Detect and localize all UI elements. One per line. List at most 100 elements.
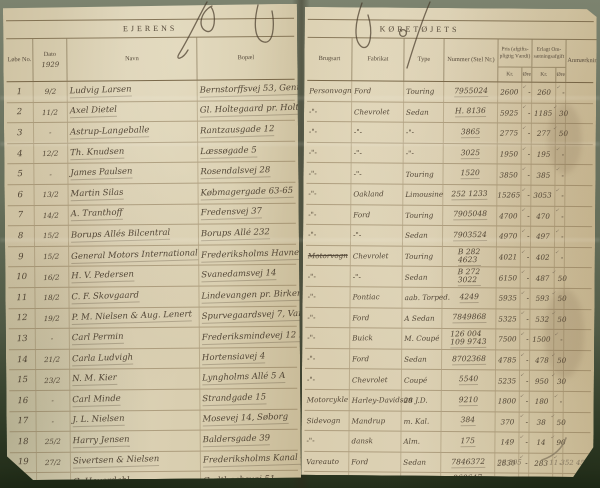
- cell-pris-kr-text: 3850: [499, 170, 519, 180]
- cell-navn: James Paulsen: [67, 163, 197, 184]
- cell-navn: Martin Silas: [67, 184, 197, 205]
- cell-type-text: Alm.: [403, 436, 421, 447]
- audit-tick: ✓: [521, 166, 528, 174]
- cell-bopael-text: Lyngholms Allé 5 A: [202, 371, 286, 384]
- cell-dato: 2/3: [36, 473, 70, 488]
- cell-navn-text: Ludvig Larsen: [69, 84, 132, 97]
- cell-type: Sedan: [402, 267, 442, 287]
- cell-afgift-ore: ✓ -: [554, 227, 564, 247]
- cell-pris-kr-text: 1800: [498, 396, 517, 406]
- cell-anmaerkning: [562, 433, 590, 453]
- cell-lobe-no: 14: [9, 350, 35, 370]
- cell-pris-kr-text: 2775: [500, 128, 519, 139]
- cell-pris-kr-text: 4785: [498, 355, 517, 365]
- cell-pris-kr-text: 6150: [499, 272, 518, 283]
- cell-dato: 14/2: [34, 205, 68, 225]
- col-header-anmaerkning: Anmærkning: [565, 40, 600, 82]
- cell-fabrikat: Harley-Davidson: [349, 390, 401, 410]
- cell-type: 88. Sport: [400, 473, 440, 488]
- table-row: 1 9/2 Ludvig Larsen Bernstorffsvej 53, Gent…: [7, 80, 295, 103]
- audit-tick: ✓: [555, 207, 561, 215]
- cell-anmaerkning: [564, 248, 592, 268]
- cell-navn-text: Carl Minde: [72, 393, 121, 405]
- cell-type-text: Coupé: [403, 375, 428, 385]
- cell-type-text: Sedan: [403, 457, 427, 467]
- cell-pris-ore-text: -: [527, 232, 530, 242]
- table-row: 4 12/2 Th. Knudsen Læssøgade 5: [7, 142, 295, 165]
- cell-pris-ore: ✓ -: [521, 103, 531, 123]
- cell-pris-ore-text: -: [527, 190, 530, 200]
- cell-fabrikat-text: -"-: [352, 230, 362, 240]
- cell-pris-kr: 4021: [496, 247, 520, 267]
- table-row: -"- Chevrolet Coupé 5540 5235 ✓ -950 ✓ 30: [305, 369, 591, 392]
- cell-lobe-no-text: 19: [17, 457, 29, 468]
- cell-pris-kr: 6150: [496, 268, 520, 288]
- cell-afgift-ore-text: -: [562, 88, 565, 98]
- cell-dato: 27/2: [36, 452, 70, 472]
- cell-navn-text: C. F. Skovgaard: [71, 290, 140, 303]
- table-row: 6 13/2 Martin Silas Købmagergade 63-65: [7, 183, 295, 206]
- cell-brugsart: Motorcykle: [305, 390, 349, 410]
- cell-afgift-ore: ✓ -: [554, 248, 564, 268]
- cell-type-text: -"-: [405, 148, 414, 158]
- cell-afgift-kr: 497: [530, 227, 554, 247]
- cell-brugsart: Personvogn: [307, 81, 351, 101]
- page-title: KØRETØJETS: [379, 24, 460, 35]
- cell-lobe-no-text: 17: [16, 416, 29, 427]
- audit-tick: ✓: [555, 228, 561, 236]
- cell-pris-kr-text: 4970: [499, 231, 518, 242]
- cell-afgift-kr-text: 593: [535, 293, 549, 304]
- cell-pris-ore-text: -: [528, 87, 531, 97]
- cell-type-text: A Sedan: [404, 313, 435, 323]
- audit-tick: ✓: [520, 372, 526, 379]
- cell-nummer: 9210: [441, 391, 495, 411]
- cell-bopael-text: Svanedamsvej 14: [201, 268, 277, 281]
- cell-brugsart: -"-: [306, 184, 350, 204]
- cell-type: Touring: [403, 82, 443, 102]
- cell-brugsart-text: -"-: [306, 374, 316, 384]
- cell-afgift-kr-text: 38: [536, 417, 546, 427]
- cell-brugsart: -"-: [305, 369, 349, 389]
- cell-navn-text: Martin Silas: [70, 187, 124, 200]
- cell-navn: H. V. Pedersen: [68, 266, 198, 287]
- cell-fabrikat: Chevrolet: [349, 370, 401, 390]
- cell-pris-kr-text: 11200: [495, 478, 519, 488]
- cell-lobe-no: 18: [10, 432, 36, 452]
- table-row: -"- Buick 88. Sport 268647 41073 11200 ✓ -2850…: [304, 472, 590, 488]
- cell-nummer: B 272 3022: [442, 267, 496, 287]
- cell-afgift-kr: 470: [530, 206, 554, 226]
- cell-type: -"-: [403, 123, 443, 143]
- cell-dato-text: 15/2: [43, 251, 60, 262]
- cell-afgift-ore-text: 50: [556, 417, 566, 427]
- audit-tick: ✓: [521, 145, 528, 153]
- cell-lobe-no-text: 6: [17, 189, 24, 200]
- audit-tick: ✓: [520, 248, 527, 256]
- left-table-body: 1 9/2 Ludvig Larsen Bernstorffsvej 53, Gent…: [7, 80, 299, 488]
- cell-afgift-kr-text: 497: [535, 232, 550, 242]
- cell-navn: C. Heyerdahl: [70, 472, 200, 488]
- page-title: EJERENS: [122, 23, 178, 34]
- col-header-brugsart: Brugsart: [318, 55, 341, 63]
- audit-tick: ✓: [519, 392, 526, 400]
- cell-pris-kr: 7500: [495, 329, 519, 349]
- cell-lobe-no-text: 9: [18, 251, 24, 262]
- cell-type-text: Sedan: [404, 354, 427, 364]
- cell-lobe-no-text: 5: [17, 169, 24, 180]
- cell-type: 28 J.D.: [401, 391, 441, 411]
- cell-pris-kr-text: 7500: [498, 334, 517, 345]
- cell-afgift-kr-text: 402: [535, 252, 550, 262]
- cell-pris-ore: ✓ -: [520, 165, 530, 185]
- cell-afgift-ore: ✓ 90: [552, 433, 562, 453]
- audit-tick: ✓: [519, 413, 526, 421]
- cell-afgift-kr: 180: [529, 392, 553, 412]
- audit-tick: ✓: [550, 413, 556, 421]
- cell-navn: N. M. Kier: [69, 369, 199, 390]
- cell-pris-ore: ✓ -: [519, 371, 529, 391]
- cell-nummer-text: H. 8136: [455, 106, 486, 116]
- cell-fabrikat-text: Ford: [352, 354, 370, 364]
- table-row: 18 25/2 Harry Jensen Baldersgade 39: [10, 430, 298, 453]
- cell-dato: -: [33, 123, 67, 143]
- cell-pris-kr-text: 5325: [498, 314, 518, 324]
- cell-type: aab. Torped.: [401, 288, 441, 308]
- cell-afgift-kr-text: 14: [536, 438, 546, 448]
